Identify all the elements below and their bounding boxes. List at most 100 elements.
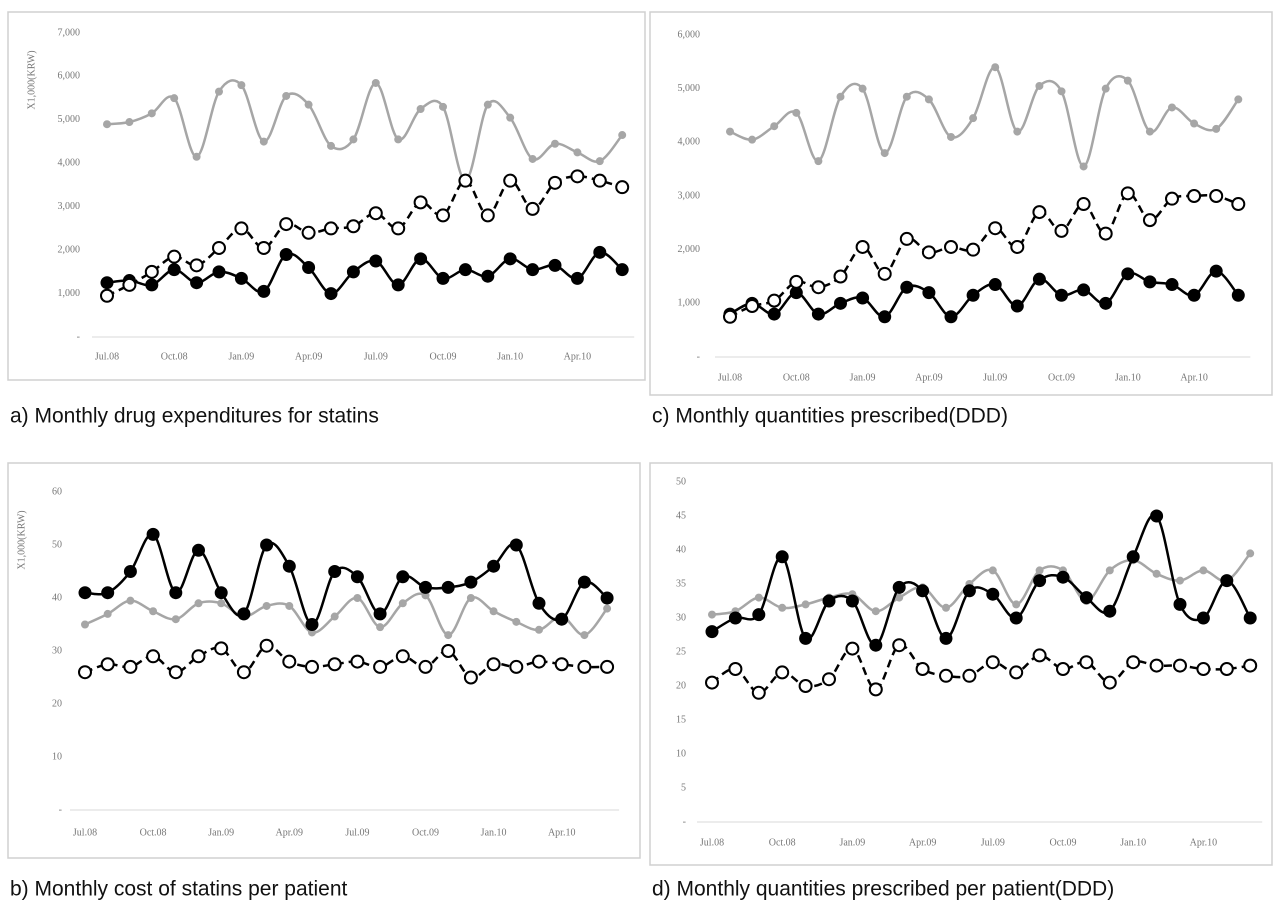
data-point [801,600,810,609]
data-point [349,135,358,144]
x-tick-label: Apr.10 [548,827,576,838]
data-point [145,278,159,292]
data-point [570,271,584,285]
data-point [548,258,562,272]
series-line [729,192,1239,318]
data-point [170,94,179,103]
data-point [1168,103,1176,112]
data-point [939,668,953,683]
x-tick-label: Jan.09 [839,837,865,848]
series-line [106,251,624,295]
data-point [1009,665,1024,680]
data-point [748,135,757,144]
data-point [966,242,981,257]
data-point [1121,267,1135,281]
data-point [324,287,338,301]
data-point [394,135,403,144]
data-point [168,665,183,680]
data-point [947,132,955,141]
data-point [305,659,319,674]
data-point [811,307,825,321]
data-point [1187,288,1201,302]
data-point [1054,223,1069,238]
data-point [962,584,976,598]
y-tick-label: 4,000 [678,137,701,148]
data-point [593,245,607,259]
data-point [1243,658,1258,673]
data-point [991,63,1000,72]
data-point [745,299,760,314]
series-line [711,513,1252,647]
data-point [191,649,206,664]
data-point [236,665,251,680]
data-point [330,612,339,621]
data-point [822,672,836,687]
data-point [396,570,410,584]
data-point [192,543,205,557]
data-point [237,81,246,90]
data-point [480,208,495,223]
data-point [509,538,523,552]
x-tick-label: Oct.08 [161,351,188,362]
data-point [767,293,782,308]
data-point [845,594,859,608]
y-tick-label: 1,000 [58,288,81,299]
x-tick-label: Jan.09 [850,372,876,383]
data-point [327,141,335,150]
data-point [260,538,274,552]
data-point [916,584,930,598]
x-tick-label: Oct.08 [783,372,810,383]
data-point [212,265,226,279]
y-tick-label: 20 [676,680,686,691]
data-point [1190,119,1199,128]
x-tick-label: Oct.09 [1048,372,1075,383]
y-tick-label: 30 [676,612,686,623]
x-tick-label: Apr.09 [915,372,943,383]
x-tick-label: Jul.09 [981,837,1005,848]
data-point [915,662,930,676]
data-point [1033,574,1047,588]
data-point [944,310,958,324]
x-tick-label: Jul.08 [95,351,119,362]
data-point [279,217,294,232]
chart-panel: b) Monthly cost of statins per patient X1… [7,462,641,901]
data-point [436,271,450,285]
data-point [1196,662,1211,676]
data-point [464,575,478,589]
data-point [900,280,914,294]
y-tick-label: 20 [52,698,62,709]
data-point [416,105,425,113]
data-point [856,291,870,305]
data-point [868,682,883,697]
data-point [551,139,559,148]
data-point [147,109,156,118]
data-point [855,239,870,254]
data-point [192,152,201,161]
data-point [573,148,582,157]
data-point [845,641,860,656]
y-tick-label: 45 [676,510,686,521]
chart-title: d) Monthly quantities prescribed per pat… [652,878,1114,901]
y-tick-label: - [77,331,80,342]
data-point [751,685,766,700]
data-point [1057,87,1066,96]
x-tick-label: Apr.09 [276,827,304,838]
data-point [892,638,907,653]
series-line [729,65,1240,168]
data-point [259,137,268,146]
data-point [418,659,433,674]
data-point [1243,611,1257,625]
data-point [1126,655,1141,670]
data-point [1098,226,1113,241]
data-point [413,195,428,210]
data-point [1079,162,1088,171]
data-point [350,654,365,669]
y-tick-label: 25 [676,646,686,657]
data-point [1199,566,1208,575]
data-point [603,604,612,613]
data-point [149,607,158,616]
data-point [988,221,1003,236]
data-point [167,249,182,264]
x-tick-label: Jul.08 [73,827,97,838]
data-point [509,659,524,674]
